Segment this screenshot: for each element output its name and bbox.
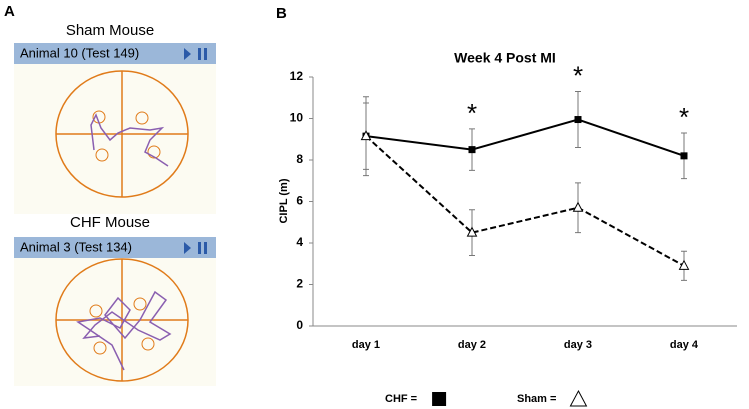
y-tick-label: 0 [296,318,303,332]
point [678,259,690,270]
chart-title: Week 4 Post MI [454,50,556,66]
platform [93,341,107,355]
platform [95,148,109,162]
x-tick-label: day 3 [564,339,592,351]
pause-icon [198,242,201,254]
swim-path [90,113,169,167]
y-tick-label: 10 [290,111,304,125]
legend-label: CHF = [385,393,417,405]
point [466,226,478,237]
significance-marker: * [467,98,477,128]
play-icon [184,48,191,60]
pause-icon [198,48,201,60]
point [680,152,688,160]
header-text: Animal 10 (Test 149) [20,45,139,60]
header-bar [14,237,216,258]
y-tick-label: 6 [296,194,303,208]
pause-icon [204,242,207,254]
platform [141,337,155,351]
x-tick-label: day 1 [352,339,380,351]
panel-label: A [4,3,15,20]
y-tick-label: 4 [296,235,303,249]
chf-track: CHF Mouse Animal 3 (Test 134) [14,214,216,386]
pause-icon [204,48,207,60]
legend-marker [569,389,588,407]
platform [133,297,147,311]
arena-bg [14,258,216,386]
play-icon [184,242,191,254]
point [574,116,582,124]
significance-marker: * [573,60,583,90]
arena-bg [14,64,216,214]
panel-title: Sham Mouse [66,22,154,39]
y-tick-label: 8 [296,152,303,166]
series-line [365,135,685,267]
point [468,146,476,154]
y-axis-label: CIPL (m) [278,178,290,223]
sham-track: Sham Mouse Animal 10 (Test 149) [14,22,216,214]
x-tick-label: day 2 [458,339,486,351]
panel-title: CHF Mouse [70,214,150,231]
point [572,201,584,212]
swim-path [76,290,172,371]
header-bar [14,43,216,64]
header-text: Animal 3 (Test 134) [20,239,132,254]
y-tick-label: 12 [290,69,304,83]
significance-marker: * [679,102,689,132]
y-tick-label: 2 [296,277,303,291]
platform [147,145,161,159]
legend-label: Sham = [517,393,556,405]
panel-label: B [276,5,287,22]
series-line [365,118,685,157]
legend-marker [432,392,447,406]
point [360,130,372,141]
platform [135,111,149,125]
x-tick-label: day 4 [670,339,699,351]
platform [89,304,103,318]
